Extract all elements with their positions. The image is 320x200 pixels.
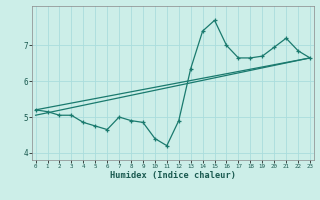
X-axis label: Humidex (Indice chaleur): Humidex (Indice chaleur): [110, 171, 236, 180]
